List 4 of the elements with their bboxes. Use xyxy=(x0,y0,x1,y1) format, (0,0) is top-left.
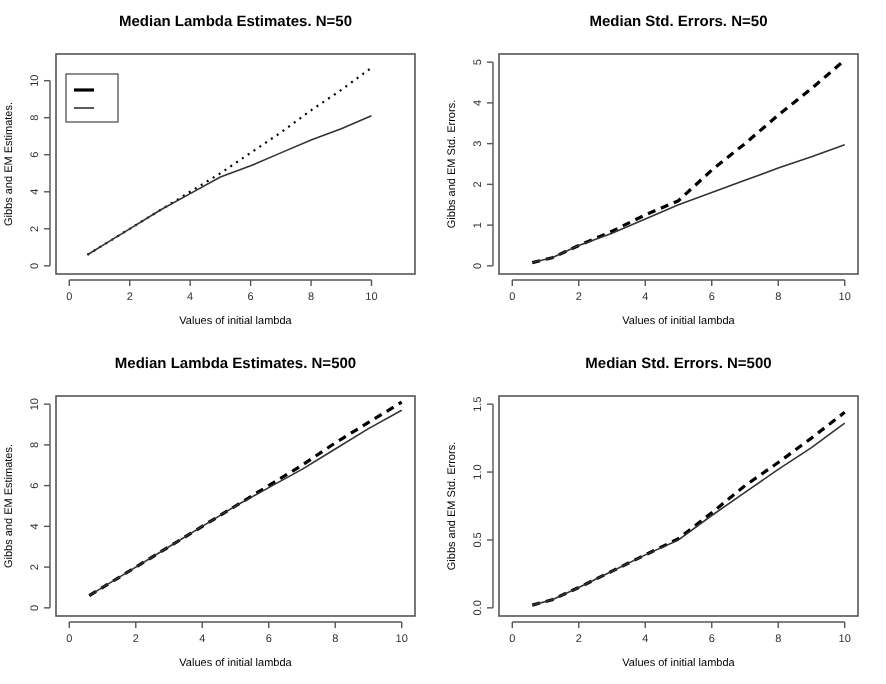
line-series xyxy=(86,66,373,256)
line-series xyxy=(530,58,847,265)
line-series xyxy=(531,144,846,264)
line-series xyxy=(86,115,373,256)
